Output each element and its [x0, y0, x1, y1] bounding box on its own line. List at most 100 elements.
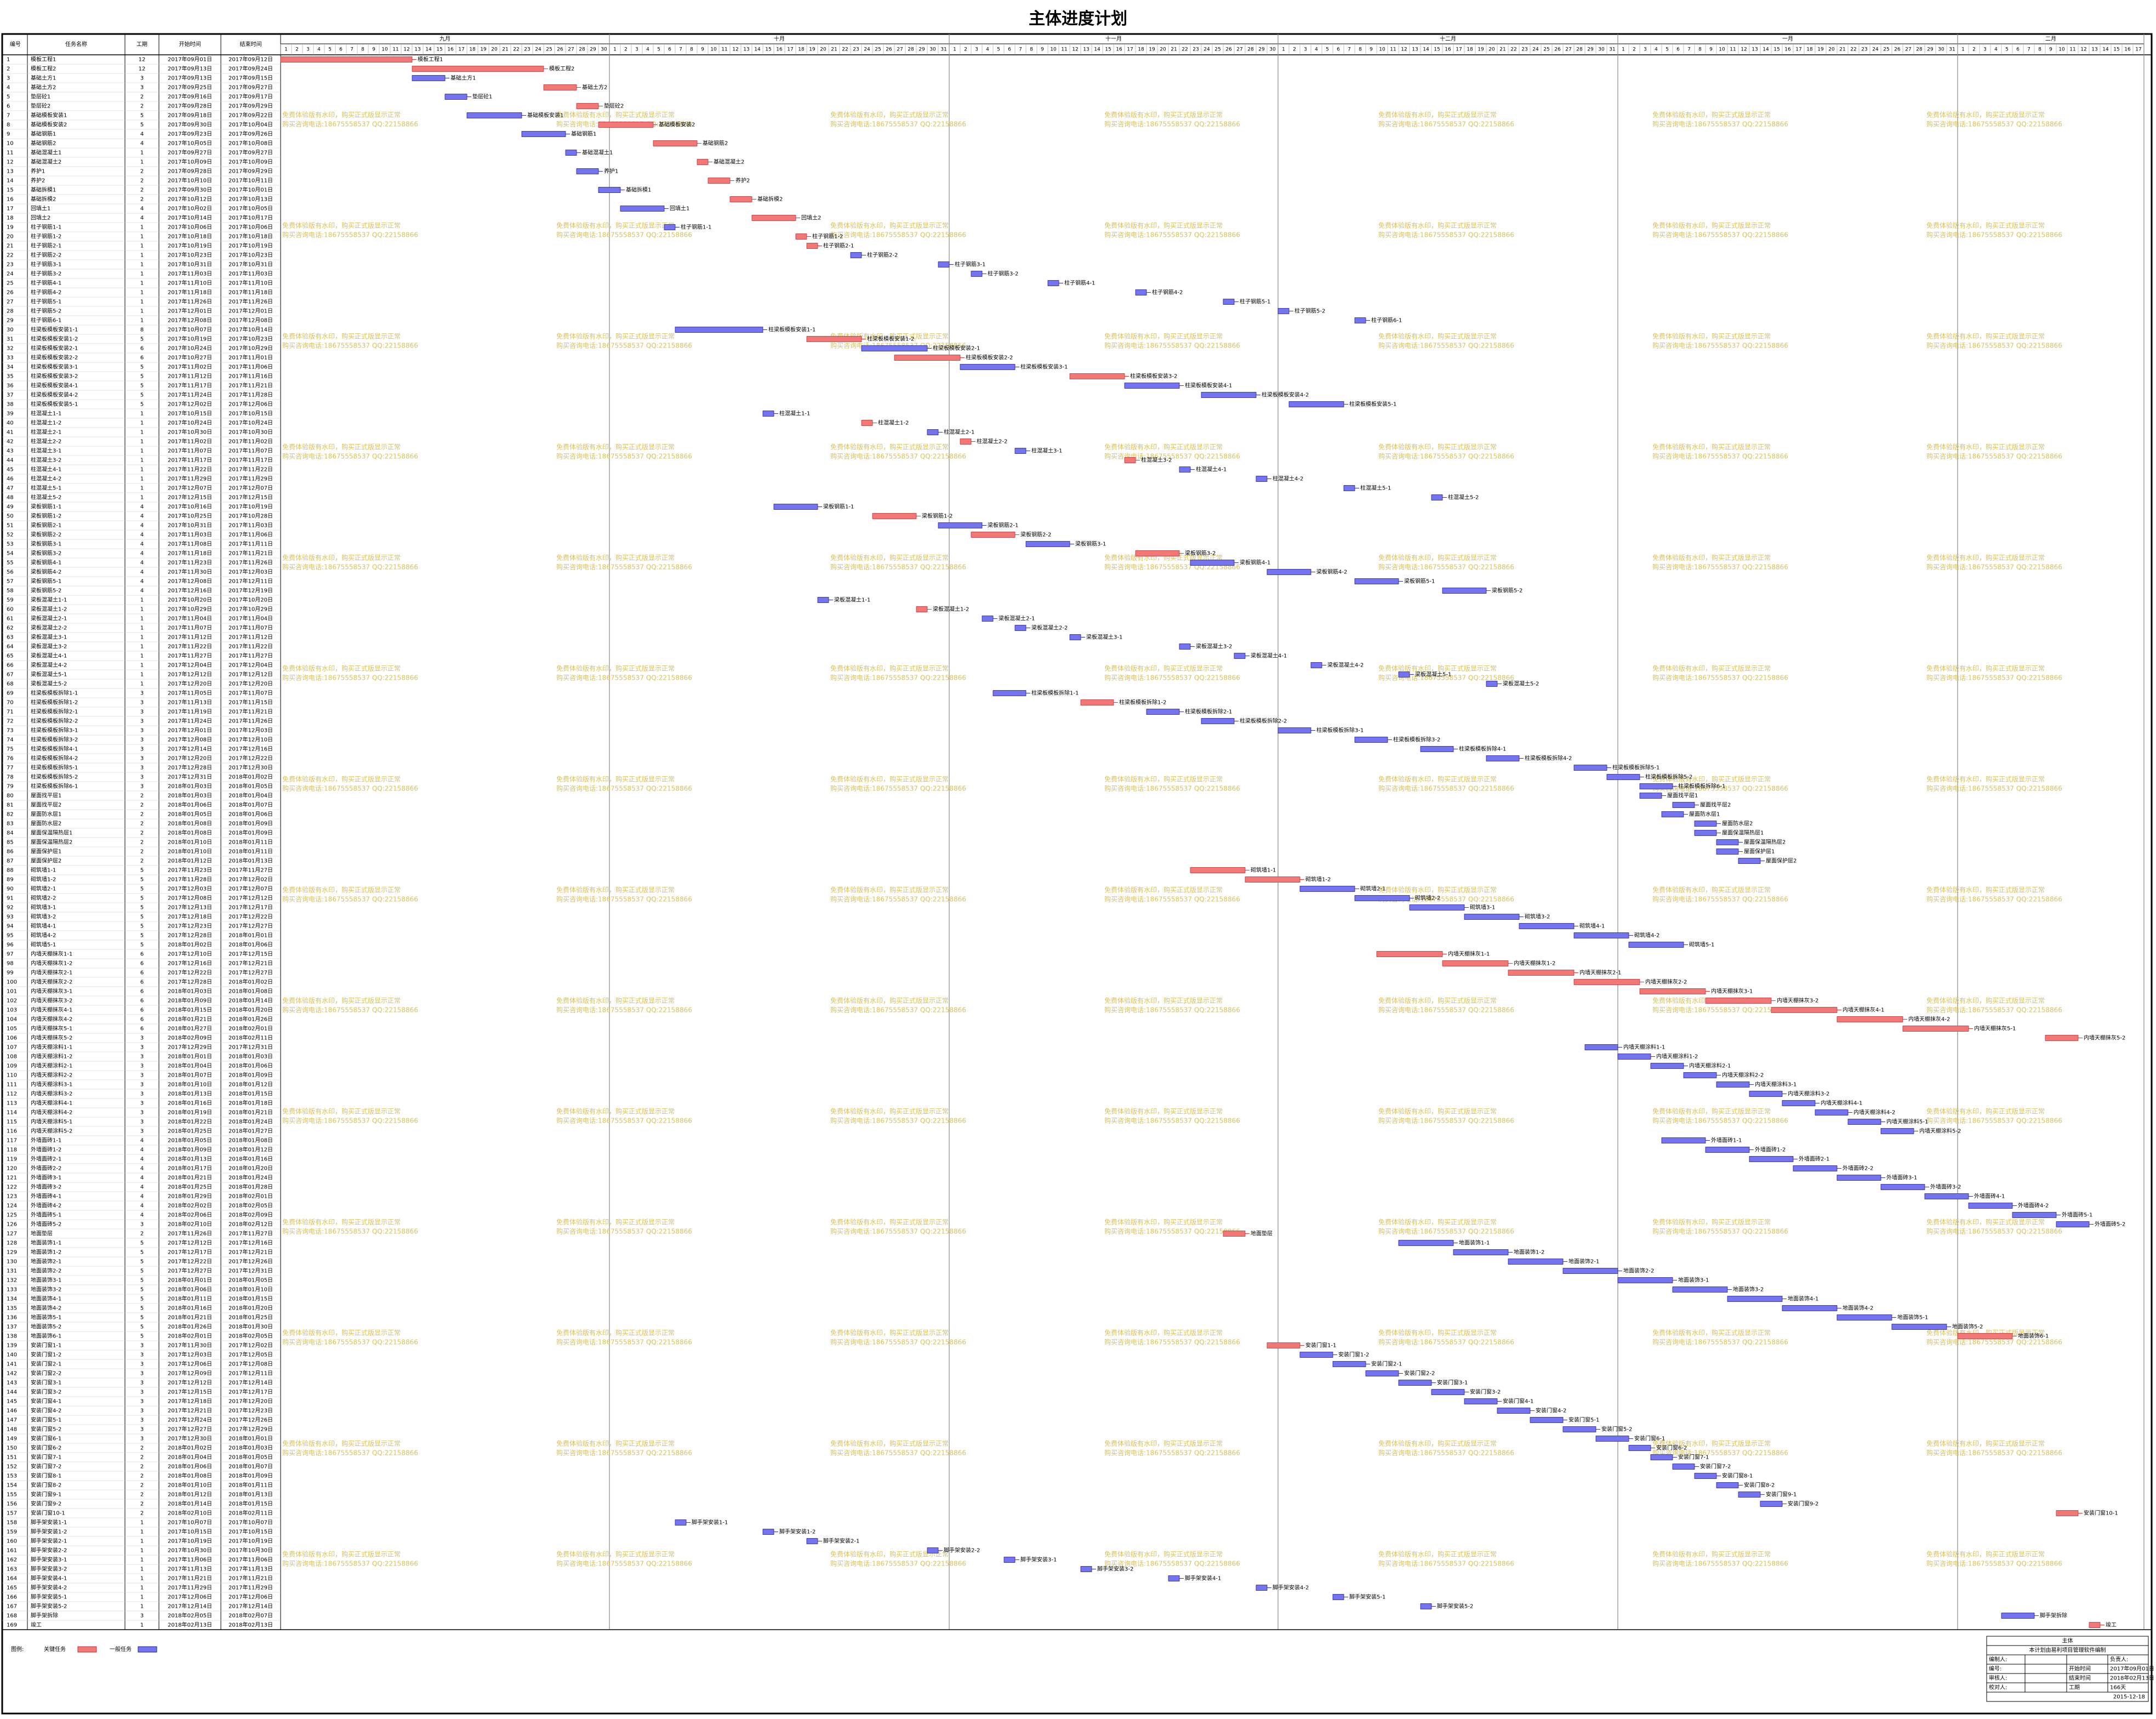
task-bar	[1716, 1082, 1750, 1088]
task-name: 基础拆模2	[31, 196, 56, 203]
task-bar	[1223, 299, 1235, 305]
task-bar	[1716, 1482, 1739, 1488]
task-end: 2018年01月16日	[229, 1156, 273, 1163]
day-label: 22	[1850, 47, 1856, 53]
task-id: 1	[7, 57, 10, 63]
task-bar	[1836, 1175, 1881, 1181]
task-bar	[1519, 923, 1575, 929]
task-bar	[960, 364, 1016, 370]
task-end: 2017年12月11日	[229, 578, 273, 585]
task-duration: 1	[140, 597, 144, 604]
day-label: 10	[710, 47, 717, 53]
bar-label: 柱子钢筋5-2	[1294, 308, 1325, 315]
task-start: 2017年11月13日	[168, 699, 212, 706]
task-start: 2018年01月25日	[168, 1183, 212, 1191]
task-end: 2017年12月12日	[229, 895, 273, 902]
bar-label: 柱子钢筋1-2	[812, 233, 843, 240]
bar-label: 脚手架安装3-2	[1097, 1566, 1133, 1573]
day-label: 23	[853, 47, 859, 53]
watermark: 购买咨询电话:18675558537 QQ:22158866	[1652, 341, 1788, 350]
task-duration: 5	[140, 1250, 144, 1256]
day-label: 29	[1587, 47, 1594, 53]
task-name: 内墙天棚抹灰1-1	[31, 950, 72, 958]
task-start: 2018年02月06日	[168, 1211, 212, 1219]
task-start: 2017年12月18日	[168, 913, 212, 920]
task-name: 外墙面砖4-1	[31, 1193, 61, 1200]
task-bar	[1354, 317, 1366, 323]
task-name: 基础混凝土2	[31, 158, 61, 166]
task-bar	[1431, 1389, 1465, 1395]
task-end: 2017年12月17日	[229, 1388, 273, 1396]
task-bar	[653, 140, 698, 146]
day-label: 13	[1412, 47, 1418, 53]
task-end: 2017年12月21日	[229, 1249, 273, 1256]
task-duration: 3	[140, 691, 144, 697]
task-bar	[1135, 289, 1147, 295]
bar-label: 安装门窗9-2	[1788, 1500, 1818, 1507]
day-label: 1	[284, 47, 288, 53]
watermark: 购买咨询电话:18675558537 QQ:22158866	[1652, 1006, 1788, 1014]
task-id: 2	[7, 66, 10, 72]
task-end: 2017年12月03日	[229, 568, 273, 576]
bar-label: 梁板钢筋3-1	[1075, 540, 1106, 548]
task-start: 2017年10月25日	[168, 513, 212, 520]
task-name: 柱子钢筋3-1	[31, 261, 61, 268]
bar-label: 砌筑墙2-1	[1360, 885, 1385, 892]
task-start: 2018年02月01日	[168, 1333, 212, 1340]
watermark: 免费体验版有水印，购买正式版显示正常	[830, 775, 949, 783]
task-duration: 3	[140, 1418, 144, 1424]
task-duration: 1	[140, 281, 144, 287]
task-duration: 2	[140, 812, 144, 818]
task-name: 内墙天棚涂料4-2	[31, 1109, 72, 1116]
day-label: 19	[809, 47, 815, 53]
task-start: 2018年02月05日	[168, 1612, 212, 1619]
bar-label: 外墙面砖1-1	[1711, 1137, 1742, 1144]
bar-label: 柱梁板模板拆除5-2	[1645, 773, 1692, 781]
watermark: 购买咨询电话:18675558537 QQ:22158866	[830, 674, 966, 682]
task-name: 安装门窗6-1	[31, 1435, 61, 1442]
bar-label: 柱梁板模板安装3-1	[1020, 363, 1068, 371]
task-duration: 4	[140, 1194, 144, 1200]
task-bar	[993, 690, 1026, 696]
day-label: 17	[1456, 47, 1462, 53]
task-start: 2018年01月02日	[168, 1444, 212, 1452]
task-duration: 1	[140, 495, 144, 501]
task-end: 2018年01月26日	[229, 1016, 273, 1023]
watermark: 免费体验版有水印，购买正式版显示正常	[1926, 1439, 2045, 1448]
bar-label: 安装门窗6-2	[1656, 1444, 1687, 1452]
task-end: 2017年12月11日	[229, 1370, 273, 1377]
task-id: 22	[7, 253, 14, 259]
task-id: 64	[7, 644, 14, 650]
task-bar	[1299, 1352, 1333, 1358]
task-start: 2018年01月14日	[168, 1500, 212, 1507]
day-label: 30	[1938, 47, 1944, 53]
task-start: 2018年01月08日	[168, 1472, 212, 1479]
watermark: 免费体验版有水印，购买正式版显示正常	[556, 221, 675, 230]
task-start: 2018年01月06日	[168, 801, 212, 809]
task-name: 柱混凝土2-1	[31, 429, 61, 436]
task-bar	[1847, 1119, 1881, 1125]
bar-label: 砌筑墙3-1	[1470, 904, 1495, 911]
task-end: 2017年12月06日	[229, 1593, 273, 1601]
watermark: 免费体验版有水印，购买正式版显示正常	[830, 111, 949, 119]
bar-label: 内墙天棚抹灰4-2	[1908, 1016, 1950, 1023]
bar-label: 柱子钢筋1-1	[681, 224, 711, 231]
task-start: 2017年11月07日	[168, 447, 212, 454]
day-label: 21	[831, 47, 837, 53]
watermark: 免费体验版有水印，购买正式版显示正常	[1378, 1218, 1497, 1226]
task-duration: 4	[140, 1166, 144, 1172]
bar-label: 梁板混凝土1-1	[834, 596, 870, 604]
task-duration: 3	[140, 737, 144, 743]
task-duration: 1	[140, 1548, 144, 1554]
task-name: 柱混凝土5-2	[31, 494, 61, 501]
task-bar	[1661, 1137, 1706, 1143]
watermark: 免费体验版有水印，购买正式版显示正常	[830, 1107, 949, 1115]
day-label: 24	[535, 47, 541, 53]
bar-label: 内墙天棚抹灰3-1	[1711, 988, 1753, 995]
bar-label: 外墙面砖1-2	[1755, 1146, 1786, 1153]
task-end: 2018年01月21日	[229, 1109, 273, 1116]
watermark: 购买咨询电话:18675558537 QQ:22158866	[1652, 1227, 1788, 1236]
task-end: 2017年11月13日	[229, 1566, 273, 1573]
task-start: 2017年10月16日	[168, 503, 212, 510]
task-id: 116	[7, 1129, 17, 1135]
